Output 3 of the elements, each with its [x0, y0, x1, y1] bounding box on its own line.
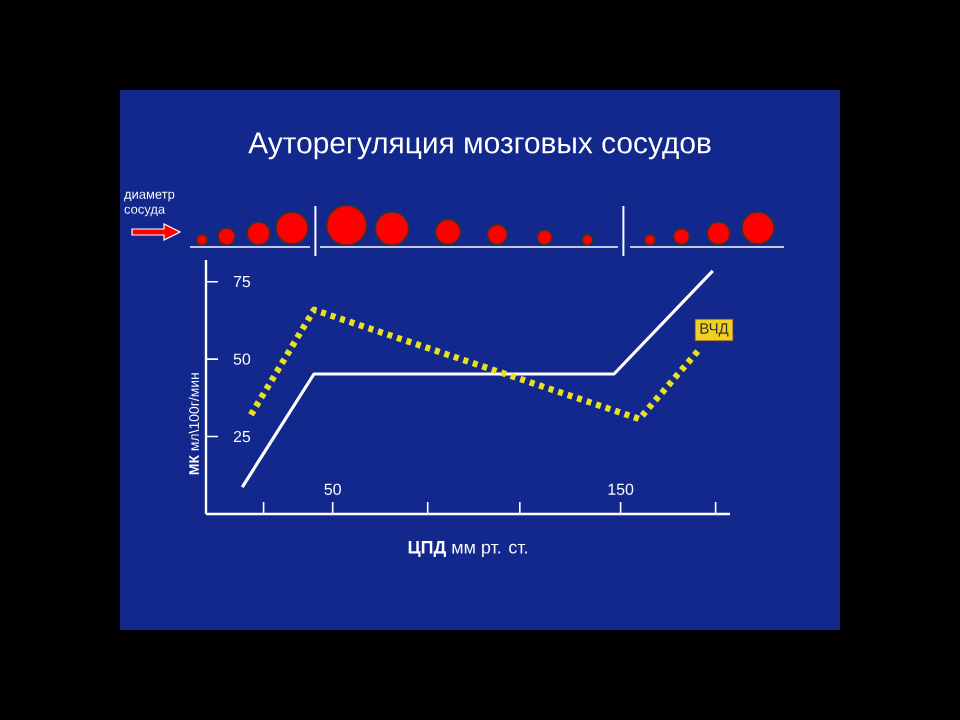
x-axis-title: ЦПД мм рт. ст. — [408, 541, 527, 558]
chart-title: Ауторегуляция мозговых сосудов — [248, 132, 711, 160]
line-series — [247, 306, 703, 423]
